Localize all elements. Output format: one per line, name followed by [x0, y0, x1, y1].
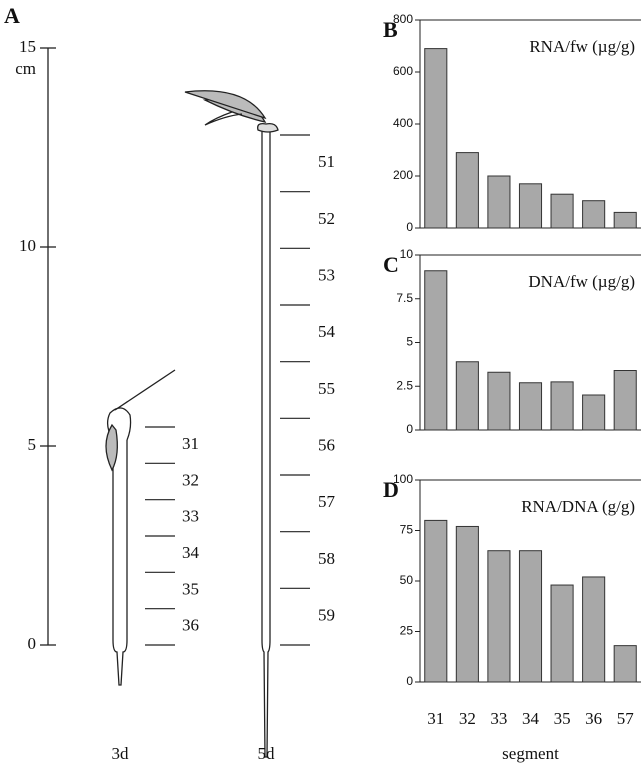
bar [582, 576, 606, 683]
y-tick-label: 7.5 [396, 291, 413, 305]
scale-tick-label: 0 [28, 634, 37, 653]
seedling-5d-hook [257, 122, 279, 133]
segment-label: 32 [182, 470, 199, 489]
x-tick-label: 31 [427, 709, 444, 728]
segment-label: 51 [318, 152, 335, 171]
seedling-drawings [105, 90, 279, 758]
y-tick-label: 400 [393, 116, 413, 130]
x-axis-label: segment [502, 744, 559, 763]
y-tick-label: 600 [393, 64, 413, 78]
y-tick-label: 0 [406, 220, 413, 234]
y-tick-label: 50 [400, 573, 414, 587]
chart-title: RNA/fw (µg/g) [529, 37, 635, 56]
y-tick-label: 10 [400, 247, 414, 261]
y-tick-label: 800 [393, 12, 413, 26]
bar [550, 193, 574, 229]
bar [613, 211, 637, 229]
bar [455, 152, 479, 229]
bar [455, 361, 479, 431]
segment-label: 36 [182, 616, 199, 635]
seedling-3d-cotyledon [105, 423, 118, 472]
bar [613, 370, 637, 431]
y-tick-label: 5 [406, 335, 413, 349]
segment-label: 54 [318, 322, 336, 341]
scale-tick-label: 15 [19, 37, 36, 56]
chart-title: DNA/fw (µg/g) [528, 272, 635, 291]
seedling-age: 5d [258, 744, 276, 763]
seedling-age: 3d [112, 744, 130, 763]
seedling-5d-leaf [184, 90, 267, 120]
panel-label: B [383, 17, 398, 42]
x-tick-label: 36 [585, 709, 602, 728]
y-tick-label: 100 [393, 472, 413, 486]
bar [487, 175, 511, 229]
bar [487, 550, 511, 683]
bar [582, 200, 606, 229]
segment-label: 59 [318, 606, 335, 625]
x-tick-label: 32 [459, 709, 476, 728]
bar [550, 584, 574, 683]
bar [455, 525, 479, 683]
x-tick-label: 57 [617, 709, 635, 728]
y-tick-label: 25 [400, 624, 414, 638]
y-tick-label: 0 [406, 674, 413, 688]
y-tick-label: 2.5 [396, 378, 413, 392]
panel-label: A [4, 3, 20, 28]
seedling-3d-hook [106, 407, 132, 441]
seedling-5d-leaf [204, 111, 243, 126]
segment-label: 56 [318, 436, 335, 455]
bar [518, 550, 543, 683]
seedling-5d-stem [261, 130, 271, 758]
x-tick-label: 34 [522, 709, 540, 728]
segment-label: 52 [318, 209, 335, 228]
y-tick-label: 0 [406, 422, 413, 436]
bar [424, 519, 448, 683]
scale-tick-label: 5 [28, 435, 37, 454]
bar [424, 48, 448, 229]
segment-label: 33 [182, 507, 199, 526]
bar [518, 382, 543, 431]
x-tick-label: 33 [490, 709, 507, 728]
connector [114, 369, 176, 411]
bar [582, 394, 606, 431]
x-tick-label: 35 [554, 709, 571, 728]
segment-label: 35 [182, 579, 199, 598]
segment-label: 34 [182, 543, 200, 562]
bar [550, 381, 574, 431]
y-tick-label: 200 [393, 168, 413, 182]
bar [518, 183, 543, 229]
segment-label: 53 [318, 266, 335, 285]
scale-tick-label: 10 [19, 236, 36, 255]
segment-label: 57 [318, 492, 336, 511]
segment-label: 31 [182, 434, 199, 453]
segment-label: 58 [318, 549, 335, 568]
panel-label: D [383, 477, 399, 502]
chart-title: RNA/DNA (g/g) [521, 497, 635, 516]
bar [487, 371, 511, 431]
y-tick-label: 75 [400, 523, 414, 537]
scale-unit: cm [15, 59, 36, 78]
bar [613, 645, 637, 683]
seedling-3d-stem [112, 440, 128, 686]
bar [424, 270, 448, 431]
panel-label: C [383, 252, 399, 277]
segment-label: 55 [318, 379, 335, 398]
